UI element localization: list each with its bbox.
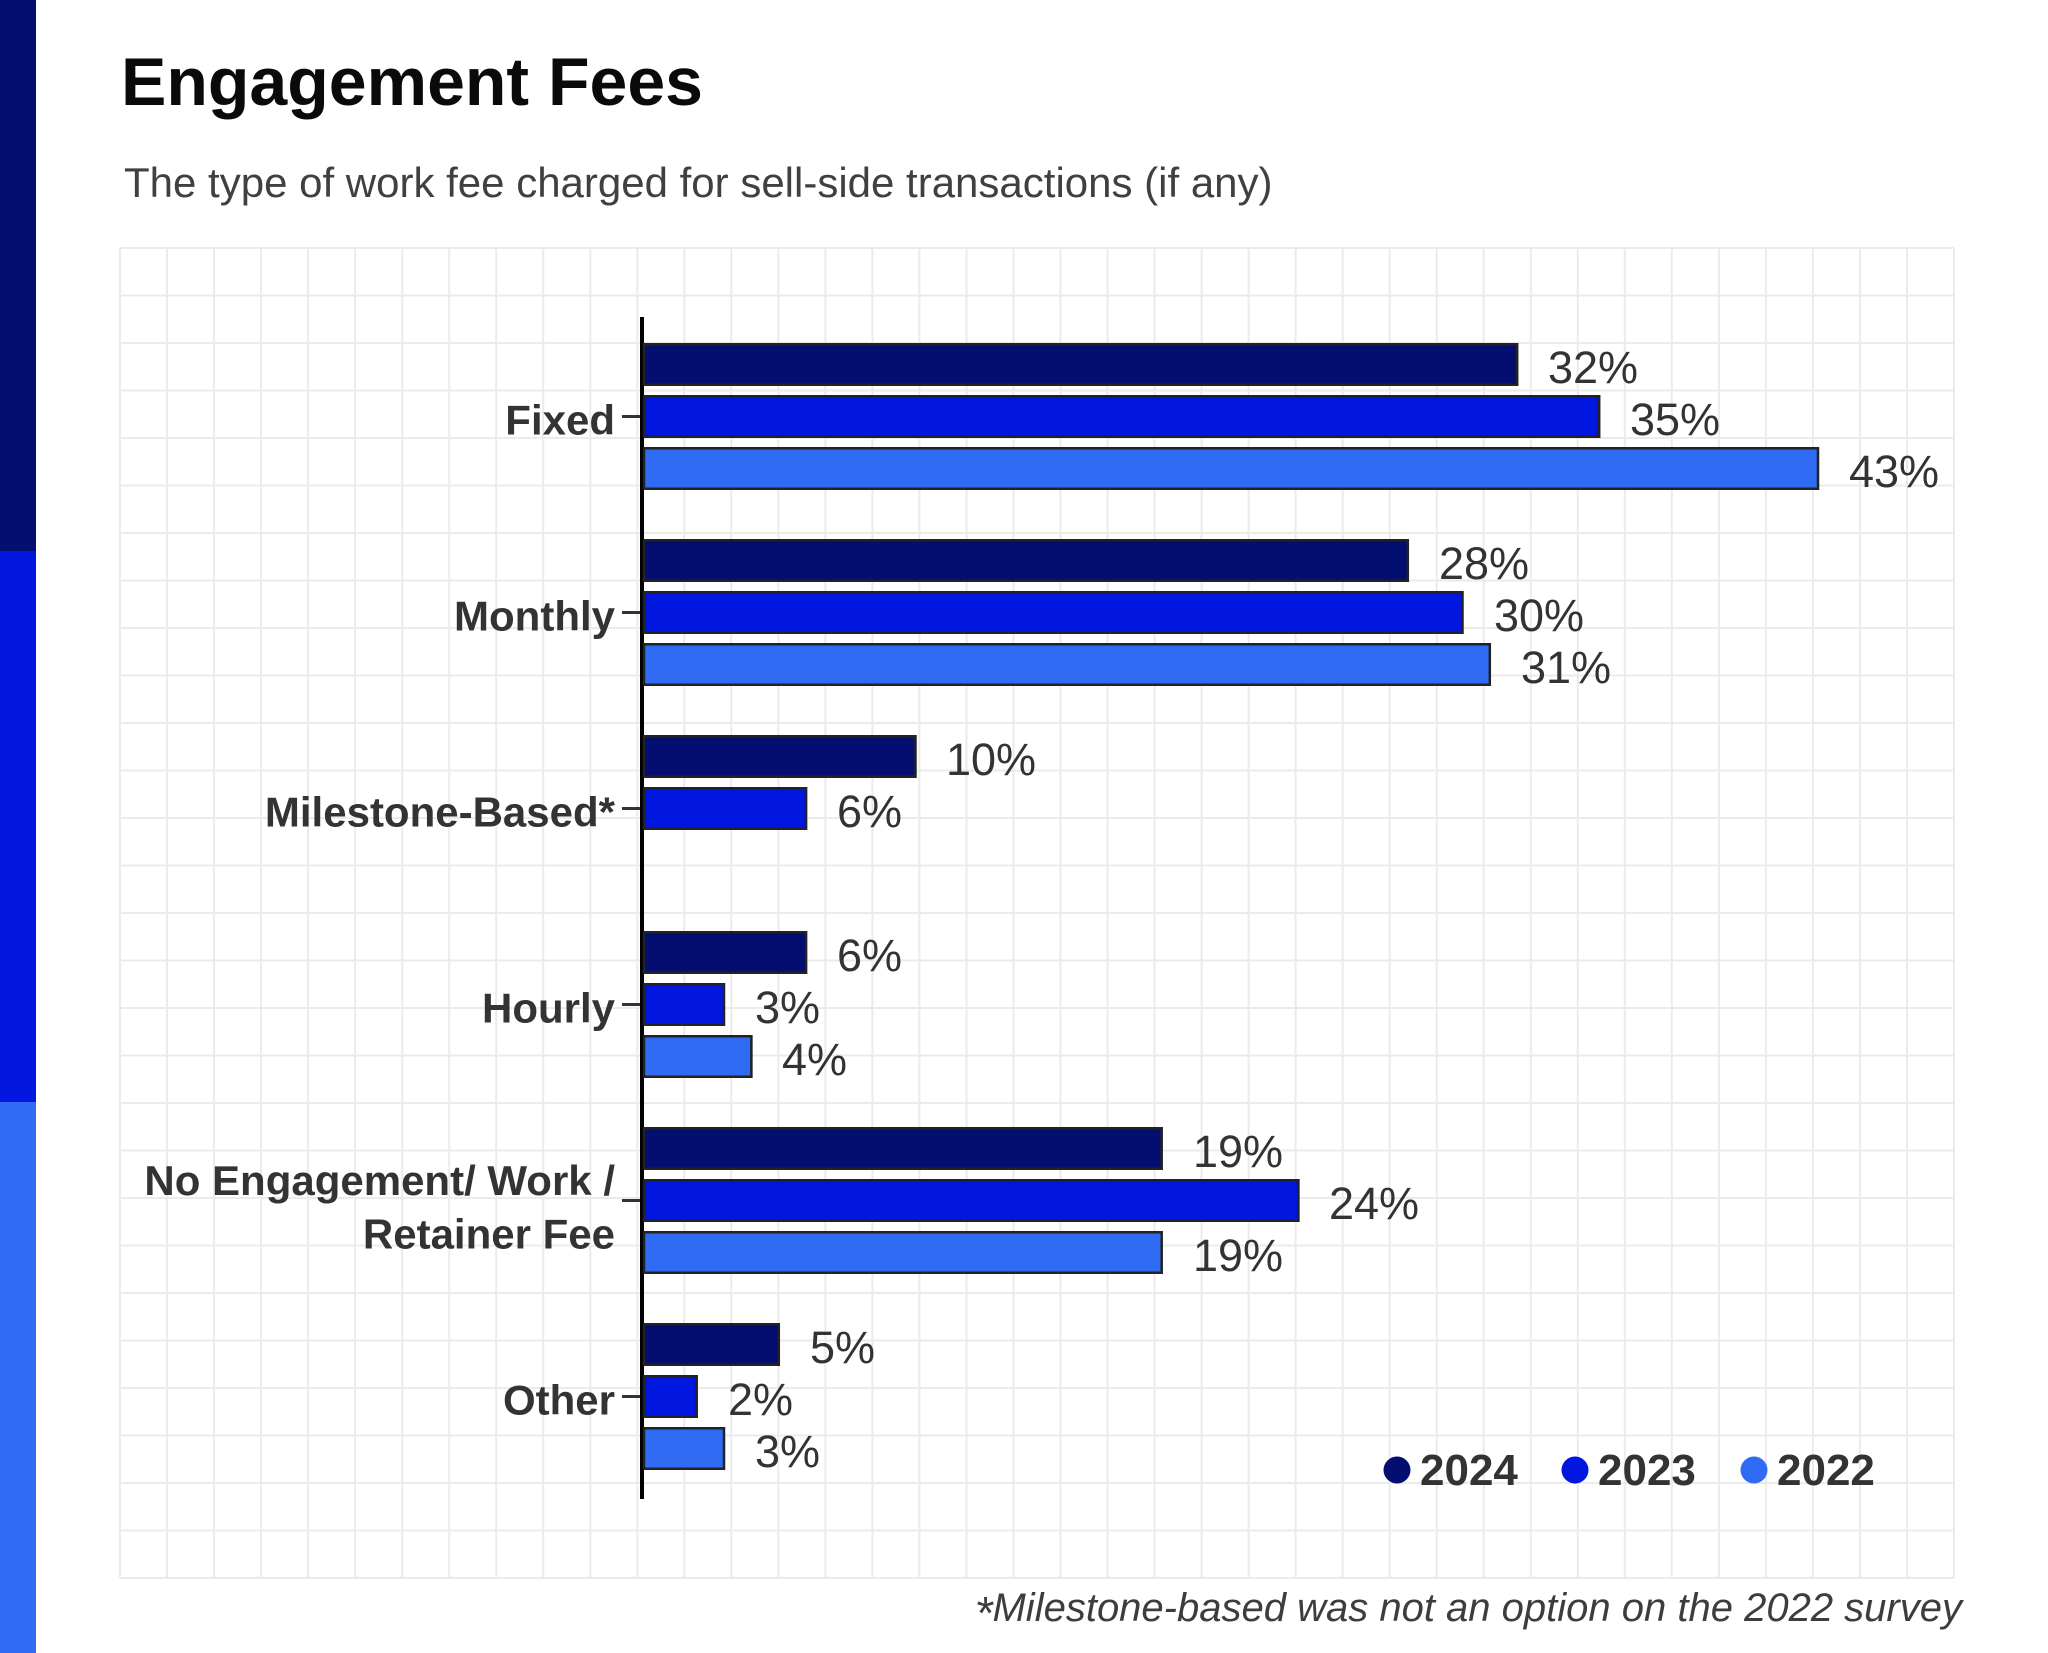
- svg-text:2024: 2024: [1420, 1446, 1518, 1495]
- svg-text:Retainer Fee: Retainer Fee: [363, 1211, 615, 1258]
- svg-text:Other: Other: [503, 1377, 615, 1424]
- svg-text:24%: 24%: [1329, 1178, 1419, 1229]
- svg-text:Milestone-Based*: Milestone-Based*: [265, 789, 616, 836]
- svg-text:19%: 19%: [1193, 1230, 1283, 1281]
- svg-text:3%: 3%: [755, 1426, 820, 1477]
- svg-text:No Engagement/ Work /: No Engagement/ Work /: [144, 1157, 615, 1204]
- svg-text:35%: 35%: [1630, 394, 1720, 445]
- svg-text:Engagement Fees: Engagement Fees: [121, 44, 703, 120]
- svg-text:3%: 3%: [755, 982, 820, 1033]
- svg-text:30%: 30%: [1494, 590, 1584, 641]
- svg-text:2023: 2023: [1598, 1446, 1696, 1495]
- svg-text:28%: 28%: [1439, 538, 1529, 589]
- svg-text:Fixed: Fixed: [505, 397, 615, 444]
- svg-text:Hourly: Hourly: [482, 985, 616, 1032]
- svg-text:10%: 10%: [946, 734, 1036, 785]
- svg-text:Monthly: Monthly: [454, 593, 616, 640]
- svg-text:The type of work fee charged f: The type of work fee charged for sell-si…: [124, 159, 1273, 206]
- svg-text:*Milestone-based was not an op: *Milestone-based was not an option on th…: [975, 1586, 1965, 1639]
- svg-text:6%: 6%: [837, 786, 902, 837]
- svg-text:32%: 32%: [1548, 342, 1638, 393]
- svg-text:43%: 43%: [1849, 446, 1939, 497]
- svg-text:31%: 31%: [1521, 642, 1611, 693]
- svg-text:19%: 19%: [1193, 1126, 1283, 1177]
- svg-text:2%: 2%: [728, 1374, 793, 1425]
- svg-text:5%: 5%: [810, 1322, 875, 1373]
- svg-text:2022: 2022: [1777, 1446, 1875, 1495]
- svg-text:6%: 6%: [837, 930, 902, 981]
- svg-text:4%: 4%: [782, 1034, 847, 1085]
